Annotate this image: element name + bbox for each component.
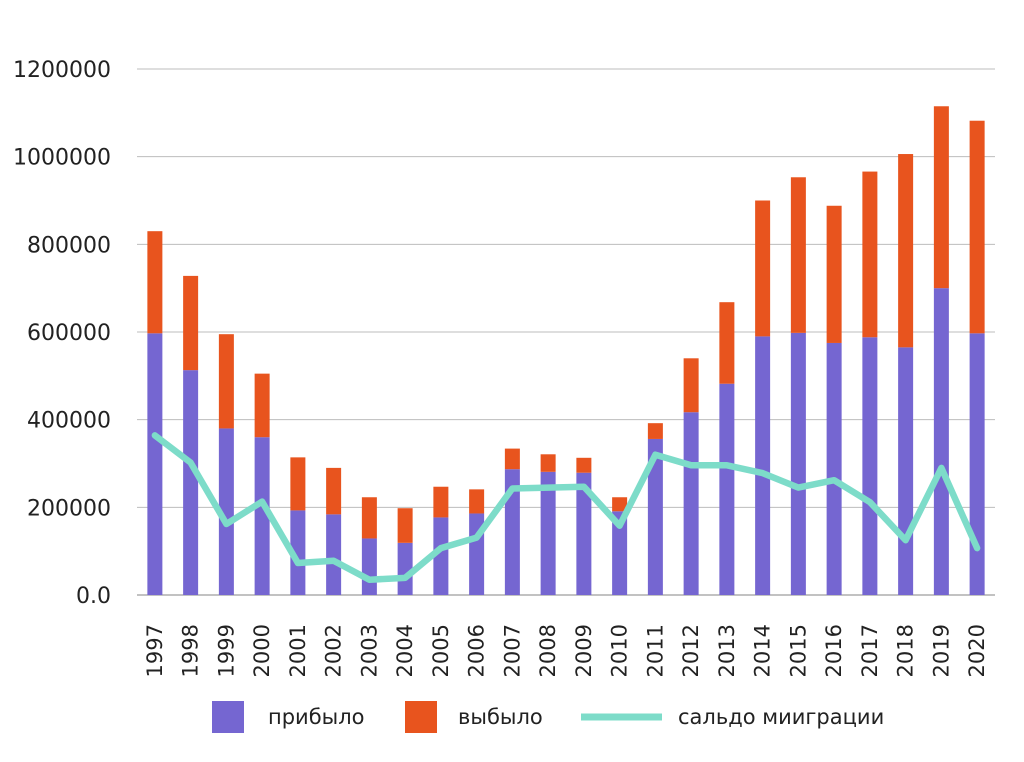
x-tick-label: 2003 xyxy=(357,624,381,677)
x-tick-label: 2017 xyxy=(858,624,882,677)
x-tick-label: 2018 xyxy=(894,624,918,677)
bar-departed xyxy=(898,154,913,347)
bar-departed xyxy=(147,231,162,333)
bar-departed xyxy=(970,121,985,334)
bar-departed xyxy=(290,457,305,510)
bar-departed xyxy=(576,458,591,473)
x-tick-label: 2007 xyxy=(500,624,524,677)
bar-arrived xyxy=(755,336,770,595)
bar-departed xyxy=(934,106,949,288)
bar-arrived xyxy=(326,514,341,595)
x-tick-label: 2006 xyxy=(465,624,489,677)
y-tick-label: 800000 xyxy=(27,233,111,258)
x-tick-label: 2004 xyxy=(393,624,417,677)
x-tick-label: 2012 xyxy=(679,624,703,677)
bar-arrived xyxy=(147,333,162,595)
x-tick-label: 2014 xyxy=(751,624,775,677)
x-tick-label: 2008 xyxy=(536,624,560,677)
y-tick-label: 1200000 xyxy=(13,58,111,83)
x-axis-ticks: 1997 1998 1999 2000 2001 2002 2003 2004 2005 2006… xyxy=(143,624,989,677)
y-tick-label: 200000 xyxy=(27,496,111,521)
bar-arrived xyxy=(791,333,806,595)
bar-arrived xyxy=(684,412,699,595)
x-tick-label: 2019 xyxy=(929,624,953,677)
legend-swatch-arrived xyxy=(212,701,244,733)
y-axis-ticks: 0.0 200000 400000 600000 800000 1000000 120000… xyxy=(13,58,111,609)
legend-label-net-migration: сальдо миигрaции xyxy=(678,705,884,729)
bar-departed xyxy=(827,206,842,343)
x-tick-label: 2011 xyxy=(643,624,667,677)
bar-departed xyxy=(433,487,448,518)
bar-departed xyxy=(362,497,377,538)
x-tick-label: 2001 xyxy=(286,624,310,677)
x-tick-label: 2015 xyxy=(786,624,810,677)
legend: прибыло выбыло сальдо миигрaции xyxy=(212,701,884,733)
bar-departed xyxy=(505,449,520,470)
bar-departed xyxy=(398,508,413,543)
bar-departed xyxy=(541,454,556,472)
y-tick-label: 0.0 xyxy=(76,584,111,609)
bar-departed xyxy=(183,276,198,370)
y-tick-label: 600000 xyxy=(27,321,111,346)
x-tick-label: 1998 xyxy=(179,624,203,677)
bar-departed xyxy=(755,201,770,337)
x-tick-label: 2009 xyxy=(572,624,596,677)
x-tick-label: 2016 xyxy=(822,624,846,677)
bar-departed xyxy=(862,172,877,338)
bar-arrived xyxy=(898,347,913,595)
bar-departed xyxy=(219,334,234,428)
bar-arrived xyxy=(362,538,377,595)
legend-label-arrived: прибыло xyxy=(268,705,365,729)
bar-arrived xyxy=(719,384,734,595)
bar-departed xyxy=(255,374,270,438)
bar-arrived xyxy=(934,288,949,595)
legend-label-departed: выбыло xyxy=(458,705,543,729)
x-tick-label: 2005 xyxy=(429,624,453,677)
x-tick-label: 2000 xyxy=(250,624,274,677)
bar-departed xyxy=(469,489,484,513)
x-tick-label: 1997 xyxy=(143,624,167,677)
legend-swatch-departed xyxy=(405,701,437,733)
bar-departed xyxy=(326,468,341,514)
bar-arrived xyxy=(827,343,842,595)
bar-arrived xyxy=(970,333,985,595)
x-tick-label: 2010 xyxy=(608,624,632,677)
bar-arrived xyxy=(183,370,198,595)
bar-arrived xyxy=(398,543,413,595)
bar-departed xyxy=(791,177,806,333)
x-tick-label: 1999 xyxy=(214,624,238,677)
bar-departed xyxy=(719,302,734,384)
y-tick-label: 400000 xyxy=(27,409,111,434)
x-tick-label: 2002 xyxy=(322,624,346,677)
x-tick-label: 2020 xyxy=(965,624,989,677)
x-tick-label: 2013 xyxy=(715,624,739,677)
bar-arrived xyxy=(862,337,877,595)
bar-departed xyxy=(648,423,663,439)
y-tick-label: 1000000 xyxy=(13,146,111,171)
bar-departed xyxy=(684,358,699,412)
